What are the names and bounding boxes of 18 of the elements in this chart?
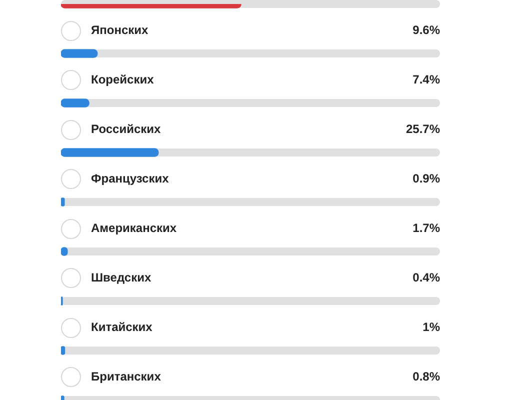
data-label: 1% xyxy=(422,320,440,334)
data-label: 25.7% xyxy=(406,122,440,136)
y-tick-label: Шведских xyxy=(91,270,152,284)
bar xyxy=(61,98,90,108)
bar xyxy=(61,49,98,58)
y-tick-label: Японских xyxy=(91,22,149,37)
data-label: 7.4% xyxy=(412,72,440,86)
y-tick-label: Российских xyxy=(91,122,162,136)
data-label: 0.9% xyxy=(412,171,440,186)
data-label: 0.8% xyxy=(412,369,440,384)
data-label: 9.6% xyxy=(412,22,440,37)
y-tick-label: Британских xyxy=(91,369,162,384)
y-tick-label: Корейских xyxy=(91,72,154,86)
y-tick-label: Китайских xyxy=(91,320,153,334)
data-label: 0.4% xyxy=(412,270,440,284)
y-tick-label: Американских xyxy=(91,220,177,235)
data-label: 1.7% xyxy=(412,220,440,235)
y-tick-label: Французских xyxy=(91,171,170,186)
